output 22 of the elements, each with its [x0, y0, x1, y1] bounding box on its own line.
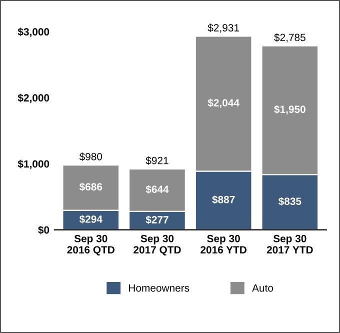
- data-label: $277: [146, 216, 168, 224]
- data-label: $644: [146, 185, 169, 194]
- data-label: $2,044: [208, 98, 240, 108]
- total-label: $921: [146, 156, 168, 165]
- y-tick-label: $0: [38, 226, 50, 234]
- legend-label: Auto: [252, 284, 274, 292]
- total-label: $980: [79, 152, 102, 161]
- data-label: $294: [79, 215, 102, 224]
- y-tick-label: $2,000: [18, 94, 50, 104]
- data-label: $835: [278, 197, 302, 206]
- x-tick-label: Sep 30 2016 YTD: [200, 234, 246, 254]
- x-tick-label: Sep 30 2017 QTD: [134, 234, 181, 256]
- total-label: $2,931: [208, 24, 239, 33]
- x-tick-label: Sep 30 2016 QTD: [67, 234, 114, 256]
- data-label: $887: [212, 195, 235, 204]
- data-label: $686: [79, 182, 102, 192]
- y-tick-label: $3,000: [18, 28, 50, 38]
- total-label: $2,785: [274, 33, 306, 42]
- data-label: $1,950: [274, 105, 306, 115]
- x-tick-label: Sep 30 2017 YTD: [266, 234, 313, 254]
- y-tick-label: $1,000: [18, 160, 50, 170]
- legend-label: Homeowners: [129, 284, 190, 292]
